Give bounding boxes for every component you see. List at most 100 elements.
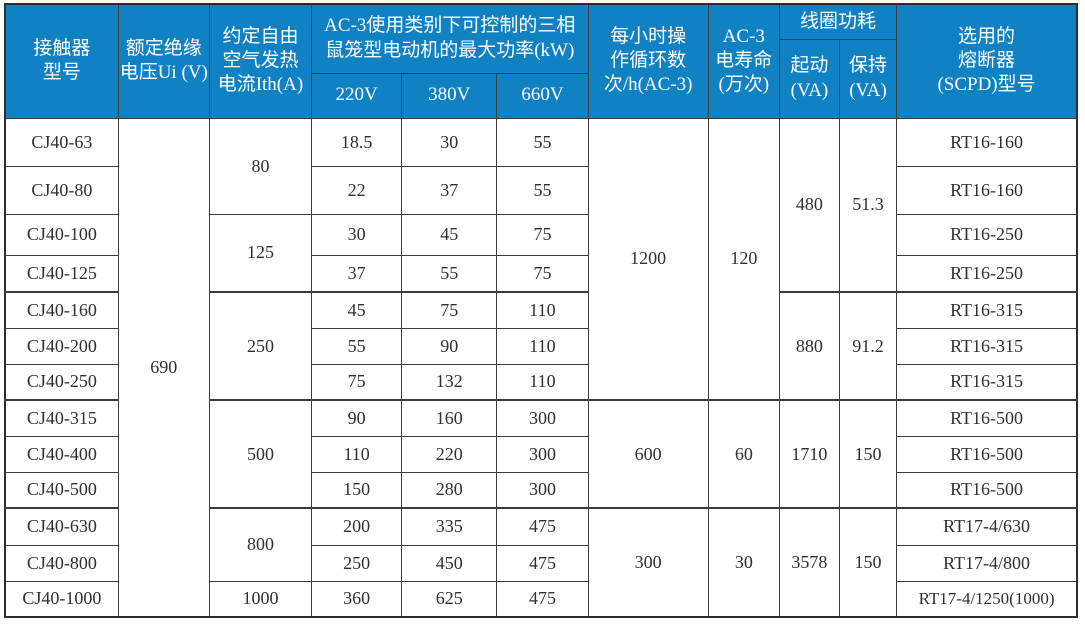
table-row: CJ40-500 150 280 300 RT16-500 (4, 471, 1078, 509)
table-row: CJ40-200 55 90 110 RT16-315 (4, 327, 1078, 365)
table-row: CJ40-63 690 80 18.5 30 55 1200 120 480 5… (4, 117, 1078, 618)
cell-life: 120 (707, 117, 780, 401)
cell-p380: 45 (401, 213, 498, 256)
cell-p660: 110 (496, 291, 589, 329)
cell-fuse: RT17-4/800 (896, 544, 1078, 582)
cell-p380: 30 (401, 117, 498, 167)
cell-start: 3578 (778, 507, 840, 618)
cell-p380: 37 (401, 165, 498, 215)
cell-ith: 500 (208, 399, 313, 509)
header-380v: 380V (401, 72, 498, 119)
cell-p660: 300 (496, 435, 589, 473)
cell-p380: 160 (401, 399, 498, 437)
cell-model: CJ40-630 (4, 507, 119, 546)
cell-fuse: RT16-315 (896, 363, 1078, 401)
cell-p660: 110 (496, 363, 589, 401)
header-operating-cycles: 每小时操 作循环数 次/h(AC-3) (587, 3, 709, 119)
cell-hold: 150 (838, 399, 898, 509)
cell-ith: 125 (208, 213, 313, 293)
cell-start: 880 (778, 291, 840, 401)
header-rated-insulation-voltage: 额定绝缘 电压Ui (V) (117, 3, 210, 119)
cell-p220: 45 (311, 291, 403, 329)
table-header: 接触器 型号 额定绝缘 电压Ui (V) 约定自由 空气发热 电流Ith(A) … (4, 3, 1078, 119)
cell-p220: 360 (311, 580, 403, 618)
cell-p380: 55 (401, 254, 498, 293)
cell-fuse: RT16-250 (896, 254, 1078, 293)
cell-ui: 690 (117, 117, 210, 618)
cell-fuse: RT17-4/630 (896, 507, 1078, 546)
cell-fuse: RT16-250 (896, 213, 1078, 256)
table-row: CJ40-250 75 132 110 RT16-315 (4, 363, 1078, 401)
cell-p660: 300 (496, 399, 589, 437)
header-coil-start: 起动 (VA) (778, 38, 840, 119)
table-row: CJ40-800 250 450 475 RT17-4/800 (4, 544, 1078, 582)
table-row: CJ40-125 37 55 75 RT16-250 (4, 254, 1078, 293)
cell-p380: 335 (401, 507, 498, 546)
table-row: CJ40-1000 1000 360 625 475 RT17-4/1250(1… (4, 580, 1078, 618)
cell-fuse: RT16-500 (896, 435, 1078, 473)
table-row: CJ40-315 500 90 160 300 600 60 1710 150 … (4, 399, 1078, 509)
cell-model: CJ40-100 (4, 213, 119, 256)
cell-model: CJ40-315 (4, 399, 119, 437)
cell-model: CJ40-80 (4, 165, 119, 215)
cell-model: CJ40-250 (4, 363, 119, 401)
cell-start: 1710 (778, 399, 840, 509)
cell-p380: 90 (401, 327, 498, 365)
cell-ith: 250 (208, 291, 313, 401)
cell-model: CJ40-400 (4, 435, 119, 473)
cell-p660: 75 (496, 254, 589, 293)
table-row: CJ40-400 110 220 300 RT16-500 (4, 435, 1078, 473)
cell-fuse: RT16-160 (896, 117, 1078, 167)
cell-p220: 200 (311, 507, 403, 546)
cell-p660: 475 (496, 580, 589, 618)
contactor-spec-table: 接触器 型号 额定绝缘 电压Ui (V) 约定自由 空气发热 电流Ith(A) … (4, 3, 1078, 618)
table-row: CJ40-160 250 45 75 110 880 91.2 RT16-315 (4, 291, 1078, 401)
cell-fuse: RT16-500 (896, 399, 1078, 437)
cell-ith: 800 (208, 507, 313, 582)
cell-fuse: RT16-315 (896, 327, 1078, 365)
cell-ith: 80 (208, 117, 313, 215)
cell-fuse: RT16-160 (896, 165, 1078, 215)
cell-model: CJ40-200 (4, 327, 119, 365)
header-660v: 660V (496, 72, 589, 119)
cell-start: 480 (778, 117, 840, 293)
cell-p220: 18.5 (311, 117, 403, 167)
cell-model: CJ40-125 (4, 254, 119, 293)
cell-p220: 22 (311, 165, 403, 215)
cell-p220: 30 (311, 213, 403, 256)
cell-p660: 110 (496, 327, 589, 365)
header-model: 接触器 型号 (4, 3, 119, 119)
cell-p220: 110 (311, 435, 403, 473)
cell-p220: 55 (311, 327, 403, 365)
cell-life: 60 (707, 399, 780, 509)
cell-fuse: RT16-500 (896, 471, 1078, 509)
table-row: CJ40-100 125 30 45 75 RT16-250 (4, 213, 1078, 293)
cell-ops: 300 (587, 507, 709, 618)
cell-p660: 55 (496, 165, 589, 215)
header-220v: 220V (311, 72, 403, 119)
cell-fuse: RT17-4/1250(1000) (896, 580, 1078, 618)
cell-ith: 1000 (208, 580, 313, 618)
cell-p380: 625 (401, 580, 498, 618)
header-thermal-current: 约定自由 空气发热 电流Ith(A) (208, 3, 313, 119)
cell-fuse: RT16-315 (896, 291, 1078, 329)
cell-p660: 55 (496, 117, 589, 167)
cell-ops: 1200 (587, 117, 709, 401)
cell-life: 30 (707, 507, 780, 618)
table-row: CJ40-80 22 37 55 RT16-160 (4, 165, 1078, 215)
cell-hold: 51.3 (838, 117, 898, 293)
cell-hold: 150 (838, 507, 898, 618)
cell-model: CJ40-1000 (4, 580, 119, 618)
cell-p380: 220 (401, 435, 498, 473)
header-fuse-type: 选用的 熔断器 (SCPD)型号 (896, 3, 1078, 119)
cell-p380: 450 (401, 544, 498, 582)
cell-ops: 600 (587, 399, 709, 509)
cell-p380: 132 (401, 363, 498, 401)
table-body: CJ40-63 690 80 18.5 30 55 1200 120 480 5… (4, 117, 1078, 618)
cell-p660: 475 (496, 544, 589, 582)
cell-p220: 37 (311, 254, 403, 293)
table-row: CJ40-630 800 200 335 475 300 30 3578 150… (4, 507, 1078, 618)
cell-model: CJ40-500 (4, 471, 119, 509)
cell-p660: 475 (496, 507, 589, 546)
